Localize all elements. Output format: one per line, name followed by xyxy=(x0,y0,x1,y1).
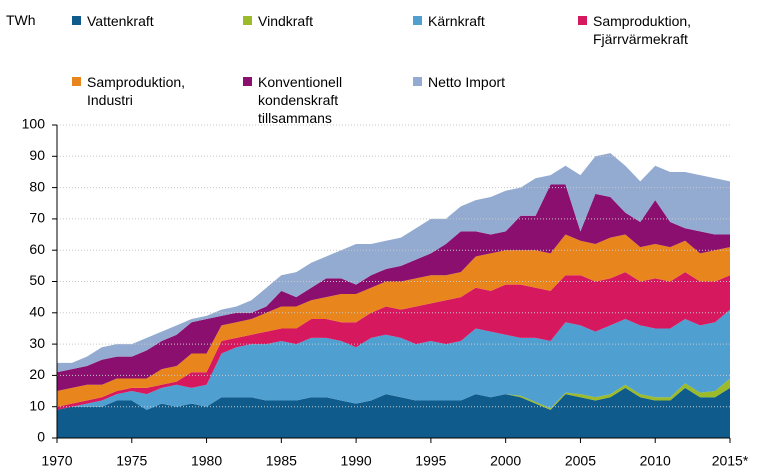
legend-swatch xyxy=(243,77,252,86)
legend-swatch xyxy=(413,77,422,86)
y-tick-label: 0 xyxy=(37,429,45,445)
y-tick-label: 70 xyxy=(29,210,45,226)
area xyxy=(57,272,730,410)
area xyxy=(57,153,730,373)
legend-label: Konventionell kondenskraft tillsammans xyxy=(258,74,343,126)
y-tick-label: 90 xyxy=(29,147,45,163)
x-tick-label: 1980 xyxy=(191,453,222,469)
y-axis-label: TWh xyxy=(6,12,36,28)
legend-item: Kärnkraft xyxy=(413,12,563,30)
legend-swatch xyxy=(72,16,81,25)
x-tick-label: 2005 xyxy=(565,453,596,469)
x-tick-label: 1990 xyxy=(341,453,372,469)
area xyxy=(57,234,730,407)
y-tick-label: 40 xyxy=(29,304,45,320)
legend-swatch xyxy=(578,16,587,25)
y-tick-label: 10 xyxy=(29,397,45,413)
y-tick-label: 20 xyxy=(29,366,45,382)
area xyxy=(57,184,730,392)
y-tick-label: 80 xyxy=(29,178,45,194)
x-tick-label: 1995 xyxy=(415,453,446,469)
legend-label: Vattenkraft xyxy=(87,13,154,29)
legend-label: Netto Import xyxy=(428,74,506,90)
legend-label: Vindkraft xyxy=(258,13,313,29)
legend-item: Samproduktion, Fjärrvärmekraft xyxy=(578,12,728,48)
x-tick-label: 1975 xyxy=(116,453,147,469)
legend-item: Netto Import xyxy=(413,73,563,91)
legend-label: Kärnkraft xyxy=(428,13,485,29)
legend-swatch xyxy=(243,16,252,25)
x-tick-label: 2015* xyxy=(712,453,749,469)
y-tick-label: 60 xyxy=(29,241,45,257)
legend-swatch xyxy=(413,16,422,25)
legend-item: Konventionell kondenskraft tillsammans xyxy=(243,73,393,127)
x-tick-label: 1970 xyxy=(41,453,72,469)
legend-item: Samproduktion, Industri xyxy=(72,73,222,109)
y-tick-label: 50 xyxy=(29,272,45,288)
y-tick-label: 100 xyxy=(22,116,46,132)
area xyxy=(57,387,730,438)
legend-swatch xyxy=(72,77,81,86)
legend-item: Vattenkraft xyxy=(72,12,222,30)
y-tick-label: 30 xyxy=(29,335,45,351)
x-tick-label: 2000 xyxy=(490,453,521,469)
legend-label: Samproduktion, Fjärrvärmekraft xyxy=(593,13,692,47)
legend-label: Samproduktion, Industri xyxy=(87,74,186,108)
x-tick-label: 2010 xyxy=(640,453,671,469)
legend-item: Vindkraft xyxy=(243,12,393,30)
area xyxy=(57,309,730,410)
x-tick-label: 1985 xyxy=(266,453,297,469)
